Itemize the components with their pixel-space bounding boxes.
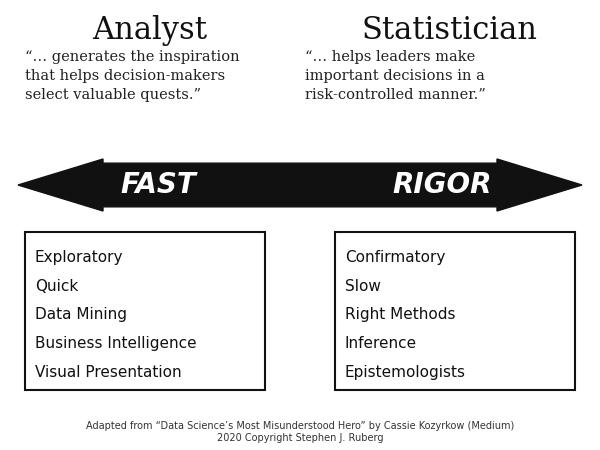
Text: Analyst: Analyst bbox=[92, 15, 208, 46]
Text: Visual Presentation: Visual Presentation bbox=[35, 365, 182, 380]
Text: Adapted from “Data Science’s Most Misunderstood Hero” by Cassie Kozyrkow (Medium: Adapted from “Data Science’s Most Misund… bbox=[86, 421, 514, 431]
Text: RIGOR: RIGOR bbox=[392, 171, 492, 199]
Text: Epistemologists: Epistemologists bbox=[345, 365, 466, 380]
Text: Right Methods: Right Methods bbox=[345, 307, 455, 323]
Text: Business Intelligence: Business Intelligence bbox=[35, 336, 197, 351]
Text: 2020 Copyright Stephen J. Ruberg: 2020 Copyright Stephen J. Ruberg bbox=[217, 433, 383, 443]
Text: Exploratory: Exploratory bbox=[35, 250, 124, 265]
FancyBboxPatch shape bbox=[335, 232, 575, 390]
Text: “… helps leaders make
important decisions in a
risk-controlled manner.”: “… helps leaders make important decision… bbox=[305, 50, 486, 102]
Text: Data Mining: Data Mining bbox=[35, 307, 127, 323]
Text: Statistician: Statistician bbox=[362, 15, 538, 46]
FancyBboxPatch shape bbox=[25, 232, 265, 390]
Text: “… generates the inspiration
that helps decision-makers
select valuable quests.”: “… generates the inspiration that helps … bbox=[25, 50, 239, 102]
Polygon shape bbox=[18, 159, 582, 211]
Text: Inference: Inference bbox=[345, 336, 417, 351]
Text: FAST: FAST bbox=[120, 171, 196, 199]
Text: Confirmatory: Confirmatory bbox=[345, 250, 445, 265]
Text: Slow: Slow bbox=[345, 279, 381, 294]
Text: Quick: Quick bbox=[35, 279, 78, 294]
